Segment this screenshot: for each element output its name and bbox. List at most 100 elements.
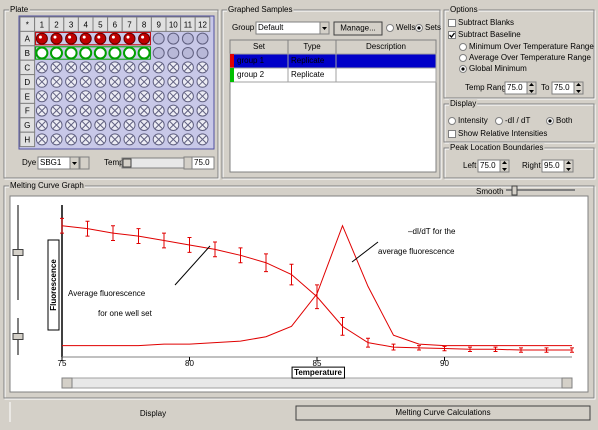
well-cross [111, 77, 119, 86]
tab-label[interactable]: Melting Curve Calculations [395, 408, 490, 417]
slider-thumb[interactable] [122, 158, 132, 168]
well[interactable] [64, 46, 78, 60]
group-title-bg [9, 181, 85, 191]
tab[interactable] [295, 405, 591, 421]
group-box [3, 185, 595, 399]
well[interactable] [181, 47, 194, 59]
column-header [194, 16, 211, 32]
tab-label[interactable]: Display [140, 409, 166, 418]
spin-button[interactable] [79, 156, 90, 170]
well[interactable] [181, 32, 194, 45]
well[interactable] [167, 47, 180, 59]
header-label: Type [303, 42, 321, 51]
radio[interactable] [459, 43, 467, 51]
group-box [221, 9, 441, 179]
well[interactable] [50, 46, 63, 60]
slider-button[interactable] [183, 156, 193, 170]
radio[interactable] [386, 24, 394, 32]
checkbox[interactable] [448, 19, 456, 27]
slider-thumb[interactable] [511, 185, 518, 196]
row-header [19, 131, 36, 148]
scroll-button[interactable] [561, 377, 573, 389]
radio-dot [417, 26, 421, 30]
well[interactable] [123, 32, 136, 45]
scroll-button[interactable] [61, 377, 73, 389]
annotation: for one well set [98, 309, 153, 318]
header-label: Description [366, 42, 406, 51]
well[interactable] [94, 32, 107, 45]
well-cross [198, 77, 207, 86]
radio-dot [548, 119, 552, 123]
error-bar [366, 337, 370, 348]
slider-thumb[interactable] [12, 249, 24, 256]
well-shine [141, 35, 145, 39]
button[interactable] [333, 21, 383, 36]
error-bar [468, 346, 472, 353]
well[interactable] [138, 32, 151, 45]
well-cross [154, 77, 163, 86]
tab[interactable] [10, 402, 296, 422]
scrollbar[interactable] [61, 377, 573, 389]
well-cross [52, 63, 61, 72]
well[interactable] [35, 46, 49, 60]
row-label: G [24, 121, 30, 130]
well[interactable] [167, 32, 180, 45]
radio[interactable] [495, 117, 503, 125]
arrow [72, 162, 77, 165]
spin-button[interactable] [573, 81, 584, 95]
slider-thumb[interactable] [12, 333, 24, 340]
well[interactable] [79, 32, 92, 45]
well[interactable] [93, 46, 107, 60]
well[interactable] [196, 47, 209, 59]
checkbox[interactable] [448, 130, 456, 138]
well-cross [169, 106, 178, 115]
well[interactable] [108, 32, 121, 45]
well[interactable] [35, 32, 48, 45]
checkbox[interactable] [448, 31, 456, 39]
column-label: 12 [198, 20, 207, 29]
well[interactable] [79, 46, 93, 60]
column-label: 8 [142, 20, 147, 29]
x-tick-label: 90 [440, 359, 449, 368]
well[interactable] [152, 47, 165, 59]
radio-label: Intensity [458, 116, 488, 125]
selection [35, 31, 151, 46]
well[interactable] [65, 32, 78, 45]
spin-button[interactable] [563, 159, 574, 173]
well[interactable] [137, 46, 151, 60]
well[interactable] [123, 46, 136, 60]
group-title: Display [450, 99, 476, 108]
radio-label: -dI / dT [505, 116, 530, 125]
field-value: 75.0 [507, 83, 523, 92]
row-label: C [24, 64, 30, 73]
well[interactable] [108, 46, 122, 60]
column-label: 5 [98, 20, 103, 29]
cell: group 2 [237, 70, 265, 79]
well[interactable] [152, 32, 165, 45]
selection [35, 46, 151, 60]
well-cross [140, 121, 148, 129]
cell: Replicate [291, 70, 325, 79]
well-shine [38, 35, 42, 39]
temp-label: Temp [104, 158, 124, 167]
checkbox-label: Subtract Baseline [458, 30, 521, 39]
column-label: 10 [169, 20, 178, 29]
well-cross [96, 135, 105, 144]
group-box [222, 10, 442, 180]
well[interactable] [50, 32, 63, 45]
well-cross [184, 106, 192, 115]
well-cross [125, 63, 134, 72]
spin-button[interactable] [499, 159, 510, 173]
well-cross [67, 77, 75, 86]
well-cross [52, 106, 61, 115]
radio[interactable] [459, 54, 467, 62]
error-bar [264, 253, 268, 273]
spin-button[interactable] [526, 81, 537, 95]
well-cross [81, 135, 90, 144]
radio[interactable] [448, 117, 456, 125]
button-label[interactable]: Manage... [340, 24, 376, 33]
group-title: Melting Curve Graph [10, 181, 84, 190]
well[interactable] [196, 32, 209, 45]
well-cross [169, 77, 178, 86]
